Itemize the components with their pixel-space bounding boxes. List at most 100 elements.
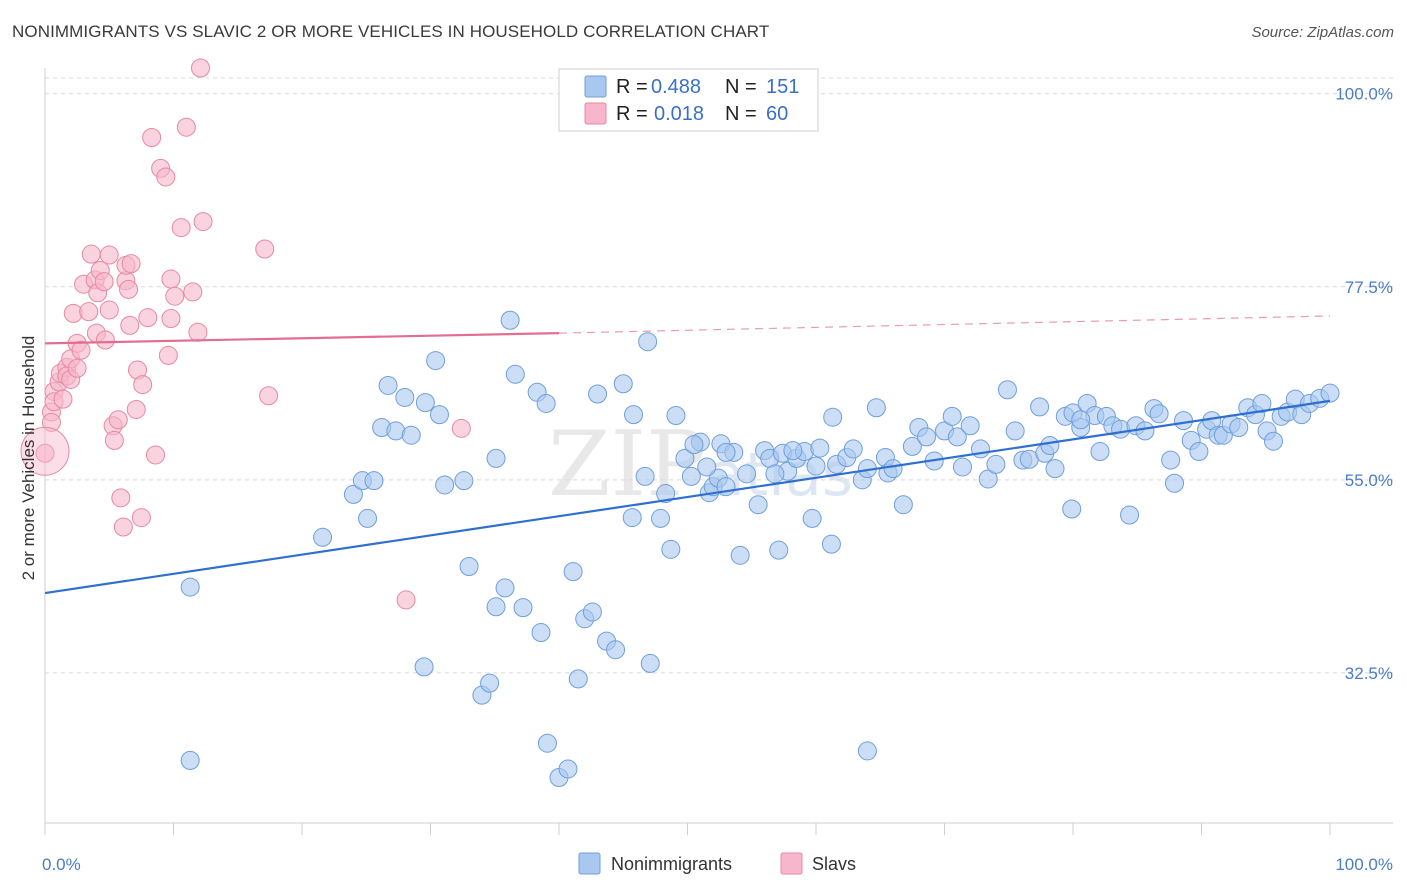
chart-source: Source: ZipAtlas.com xyxy=(1251,24,1394,41)
bottom-legend-swatch-nonimmigrants xyxy=(578,852,601,875)
trend-line-slavs xyxy=(44,332,560,345)
nonimmigrants-point xyxy=(748,495,768,515)
nonimmigrants-point xyxy=(1071,410,1091,430)
nonimmigrants-point xyxy=(638,332,658,352)
nonimmigrants-point xyxy=(635,466,655,486)
nonimmigrants-point xyxy=(1111,419,1131,439)
legend-swatch-nonimmigrants xyxy=(584,75,607,98)
nonimmigrants-point xyxy=(1149,404,1169,424)
nonimmigrants-point xyxy=(495,578,515,598)
slavs-point xyxy=(71,340,91,360)
nonimmigrants-point xyxy=(942,406,962,426)
nonimmigrants-point xyxy=(765,464,785,484)
nonimmigrants-point xyxy=(1062,499,1082,519)
slavs-point xyxy=(113,517,133,537)
nonimmigrants-point xyxy=(429,405,449,425)
legend-n-label-nonimmigrants: N = xyxy=(725,76,757,98)
slavs-point xyxy=(67,358,87,378)
slavs-point xyxy=(133,375,153,395)
y-tick-label: 77.5% xyxy=(1345,278,1393,297)
nonimmigrants-point xyxy=(1174,411,1194,431)
nonimmigrants-point xyxy=(1040,436,1060,455)
nonimmigrants-point xyxy=(480,673,500,693)
nonimmigrants-point xyxy=(666,405,686,425)
nonimmigrants-point xyxy=(537,733,557,753)
nonimmigrants-point xyxy=(1229,417,1249,437)
slavs-point xyxy=(161,309,181,329)
nonimmigrants-point xyxy=(986,454,1006,474)
slavs-point xyxy=(158,345,178,365)
slavs-point xyxy=(190,58,210,78)
nonimmigrants-point xyxy=(737,464,757,484)
nonimmigrants-point xyxy=(1320,383,1340,403)
nonimmigrants-point xyxy=(730,545,750,565)
nonimmigrants-point xyxy=(716,442,736,462)
slavs-point xyxy=(126,399,146,419)
chart-title: NONIMMIGRANTS VS SLAVIC 2 OR MORE VEHICL… xyxy=(12,22,770,41)
nonimmigrants-point xyxy=(568,669,588,689)
nonimmigrants-point xyxy=(697,457,717,477)
nonimmigrants-point xyxy=(613,374,633,394)
y-tick-label: 32.5% xyxy=(1345,664,1393,683)
nonimmigrants-point xyxy=(783,441,803,461)
nonimmigrants-point xyxy=(1135,421,1155,441)
stats-legend: R = 0.488 N = 151 R = 0.018 N = 60 xyxy=(558,68,819,132)
nonimmigrants-point xyxy=(486,597,506,617)
nonimmigrants-point xyxy=(960,416,980,436)
gridlines xyxy=(45,77,1393,674)
nonimmigrants-point xyxy=(624,405,644,425)
x-tick-label: 0.0% xyxy=(42,855,81,874)
legend-n-value-nonimmigrants: 151 xyxy=(766,76,799,98)
slavs-point xyxy=(99,300,119,320)
nonimmigrants-point xyxy=(426,351,446,371)
nonimmigrants-point xyxy=(1030,397,1050,417)
slavs-point xyxy=(193,212,213,232)
legend-n-label-slavs: N = xyxy=(725,103,757,125)
nonimmigrants-point xyxy=(675,448,695,468)
nonimmigrants-point xyxy=(414,657,434,677)
nonimmigrants-point xyxy=(513,598,533,618)
nonimmigrants-point xyxy=(1161,450,1181,470)
nonimmigrants-point xyxy=(684,435,704,455)
y-axis-label: 2 or more Vehicles in Household xyxy=(19,336,38,581)
nonimmigrants-point xyxy=(415,393,435,413)
nonimmigrants-point xyxy=(1090,442,1110,462)
y-tick-label: 55.0% xyxy=(1345,471,1393,490)
nonimmigrants-point xyxy=(651,508,671,528)
nonimmigrants-point xyxy=(1005,421,1025,441)
nonimmigrants-point xyxy=(606,640,626,660)
nonimmigrants-point xyxy=(656,484,676,504)
slavs-point xyxy=(94,272,114,292)
nonimmigrants-point xyxy=(1263,431,1283,451)
nonimmigrants-point xyxy=(588,384,608,404)
nonimmigrants-point xyxy=(857,741,877,761)
x-tick-label: 100.0% xyxy=(1335,855,1393,874)
nonimmigrants-point xyxy=(500,310,520,330)
nonimmigrants-point xyxy=(505,364,525,384)
slavs-point xyxy=(131,508,151,528)
slavs-point xyxy=(111,488,131,508)
nonimmigrants-point xyxy=(997,380,1017,400)
legend-r-label-nonimmigrants: R = xyxy=(616,76,648,98)
slavs-point xyxy=(171,218,191,238)
nonimmigrants-point xyxy=(1165,473,1185,493)
slavs-point xyxy=(120,315,140,335)
nonimmigrants-point xyxy=(563,562,583,582)
legend-r-value-slavs: 0.018 xyxy=(654,103,704,125)
nonimmigrants-point xyxy=(180,577,200,597)
nonimmigrants-point xyxy=(454,471,474,491)
slavs-point xyxy=(53,389,73,409)
slavs-point xyxy=(99,245,119,265)
nonimmigrants-point xyxy=(364,471,384,491)
slavs-point xyxy=(451,418,471,438)
nonimmigrants-point xyxy=(1120,505,1140,525)
slavs-point xyxy=(138,308,158,328)
nonimmigrants-point xyxy=(459,556,479,576)
slavs-point xyxy=(176,117,196,137)
nonimmigrants-point xyxy=(180,750,200,770)
nonimmigrants-point xyxy=(810,438,830,458)
nonimmigrants-point xyxy=(531,623,551,643)
slavs-point xyxy=(156,167,176,187)
series-nonimmigrants-points xyxy=(180,310,1340,788)
nonimmigrants-point xyxy=(558,759,578,779)
